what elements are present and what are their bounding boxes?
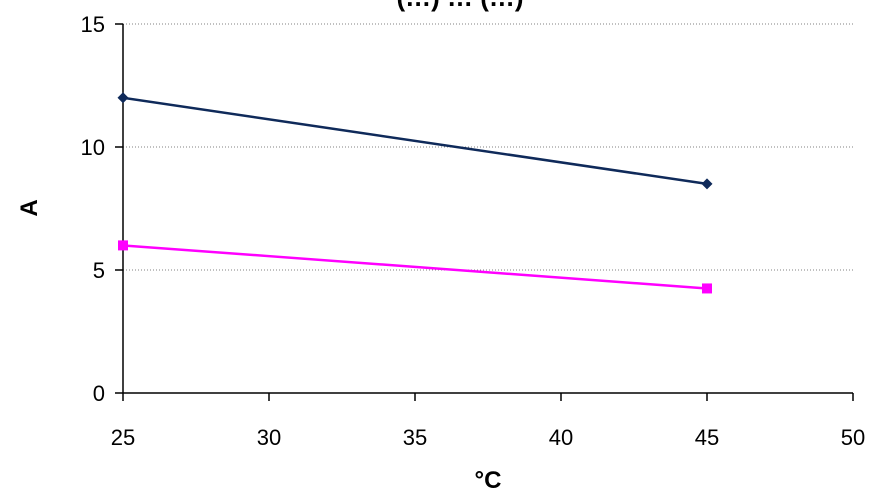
- x-tick-label: 50: [841, 425, 865, 450]
- x-tick-label: 35: [403, 425, 427, 450]
- x-ticks: 25 30 35 40 45 50: [111, 393, 865, 450]
- series-1-line: [122, 96, 708, 186]
- x-tick-label: 40: [549, 425, 573, 450]
- x-tick-label: 30: [257, 425, 281, 450]
- x-tick-label: 25: [111, 425, 135, 450]
- data-point: [117, 92, 129, 104]
- series-2-line: [122, 244, 708, 290]
- x-axis-title: °C: [475, 467, 502, 494]
- y-tick-label: 0: [93, 381, 105, 406]
- y-tick-label: 15: [81, 12, 105, 37]
- series-group: [117, 92, 713, 294]
- y-tick-label: 5: [93, 258, 105, 283]
- data-point: [702, 283, 712, 294]
- y-ticks: 0 5 10 15: [81, 12, 123, 406]
- chart-title: (…) … (…): [396, 0, 523, 12]
- data-point: [701, 178, 713, 190]
- x-tick-label: 45: [695, 425, 719, 450]
- data-point: [118, 240, 128, 251]
- y-axis-title: A: [16, 199, 43, 216]
- plot-frame: [122, 24, 853, 394]
- gridlines: [123, 23, 853, 271]
- y-tick-label: 10: [81, 135, 105, 160]
